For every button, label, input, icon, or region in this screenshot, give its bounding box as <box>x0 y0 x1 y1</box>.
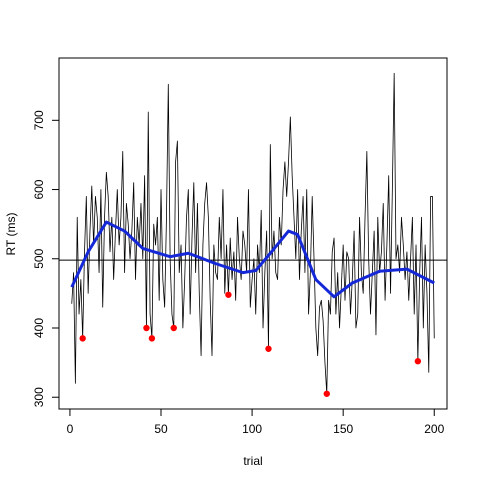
point <box>170 324 177 332</box>
x-tick-label: 100 <box>242 422 262 436</box>
y-tick-label: 700 <box>32 110 46 130</box>
x-tick-label: 0 <box>67 422 74 436</box>
point <box>143 324 150 332</box>
y-tick-label: 300 <box>32 387 46 407</box>
x-axis-label: trial <box>243 454 262 468</box>
y-tick-label: 600 <box>32 179 46 199</box>
y-tick-label: 500 <box>32 248 46 268</box>
x-tick-label: 200 <box>424 422 444 436</box>
series-line <box>71 72 435 395</box>
series-line <box>70 220 435 299</box>
point <box>265 345 272 352</box>
point <box>414 358 422 365</box>
y-tick-label: 400 <box>32 318 46 338</box>
point <box>225 291 232 298</box>
y-axis-label: RT (ms) <box>4 213 18 256</box>
plot-frame <box>58 57 448 410</box>
x-tick-label: 50 <box>154 422 168 436</box>
point <box>79 335 86 342</box>
x-tick-label: 150 <box>333 422 353 436</box>
point <box>323 390 330 397</box>
point <box>148 335 156 342</box>
